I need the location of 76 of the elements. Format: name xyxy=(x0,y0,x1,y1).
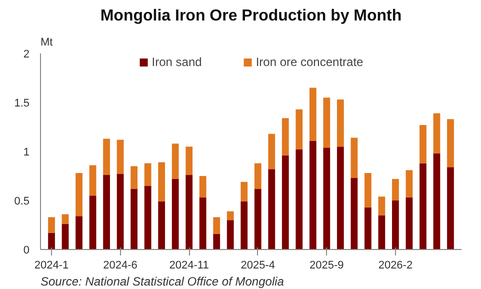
bar xyxy=(254,163,262,189)
bar xyxy=(296,150,303,250)
bar xyxy=(309,140,316,250)
bar xyxy=(62,224,69,250)
y-tick-label: 1.5 xyxy=(14,98,30,110)
bar xyxy=(378,215,386,250)
x-tick-label: 2025-9 xyxy=(310,260,344,272)
bar xyxy=(89,165,96,196)
bar xyxy=(130,166,138,189)
bar xyxy=(336,146,344,250)
x-tick-label: 2024-1 xyxy=(34,260,69,272)
bar xyxy=(392,178,399,200)
x-tick-label: 2026-2 xyxy=(378,260,413,272)
legend-label: Iron ore concentrate xyxy=(256,55,364,69)
x-tick-label: 2024-11 xyxy=(169,260,209,272)
y-tick-label: 0.5 xyxy=(14,196,30,208)
bar xyxy=(116,140,124,174)
bar xyxy=(172,178,179,250)
bar xyxy=(350,138,358,178)
bar xyxy=(406,170,413,198)
bar xyxy=(392,200,399,250)
bar xyxy=(378,196,386,216)
bar xyxy=(62,214,69,224)
bar xyxy=(240,182,248,202)
bar xyxy=(213,217,220,234)
x-tick-label: 2025-4 xyxy=(240,260,276,272)
bar xyxy=(350,178,358,250)
bar xyxy=(186,175,193,250)
bar xyxy=(336,100,344,147)
bar xyxy=(254,188,262,250)
y-tick-label: 2 xyxy=(23,48,30,60)
bar xyxy=(48,232,55,250)
bar xyxy=(420,125,426,164)
bar xyxy=(447,119,454,168)
source-note: Source: National Statistical Office of Mongolia xyxy=(40,274,284,288)
bar xyxy=(103,175,110,250)
bar xyxy=(282,118,289,156)
bar xyxy=(226,220,234,250)
bar xyxy=(433,153,440,250)
bar xyxy=(282,155,289,250)
y-axis-title: Mt xyxy=(40,36,53,48)
bar xyxy=(226,211,234,220)
bar xyxy=(240,201,248,250)
y-tick-label: 0 xyxy=(23,244,30,256)
bar xyxy=(89,196,96,250)
bar xyxy=(116,174,124,250)
bar xyxy=(144,163,152,186)
bar xyxy=(268,169,276,250)
bar xyxy=(158,162,166,202)
bar xyxy=(268,134,276,170)
bar xyxy=(103,138,110,176)
bar xyxy=(364,173,372,208)
bar xyxy=(158,201,166,250)
bar xyxy=(406,198,413,250)
y-tick-label: 1 xyxy=(23,146,30,158)
bar xyxy=(364,207,372,250)
bar xyxy=(130,188,138,250)
chart-title: Mongolia Iron Ore Production by Month xyxy=(100,8,402,24)
bar xyxy=(323,98,330,148)
bar xyxy=(447,167,454,250)
bar xyxy=(309,88,316,141)
bar xyxy=(48,217,55,233)
bar xyxy=(213,234,220,250)
bar xyxy=(420,163,426,250)
bar xyxy=(199,198,206,250)
bar xyxy=(186,146,193,176)
bar xyxy=(199,176,206,198)
bar xyxy=(172,144,179,179)
bar xyxy=(144,186,152,250)
x-tick-label: 2024-6 xyxy=(103,260,138,272)
legend-label: Iron sand xyxy=(152,55,202,69)
bar xyxy=(433,113,440,154)
bar xyxy=(296,109,303,150)
bar xyxy=(76,173,82,216)
bar xyxy=(323,148,330,250)
bar xyxy=(76,216,82,250)
